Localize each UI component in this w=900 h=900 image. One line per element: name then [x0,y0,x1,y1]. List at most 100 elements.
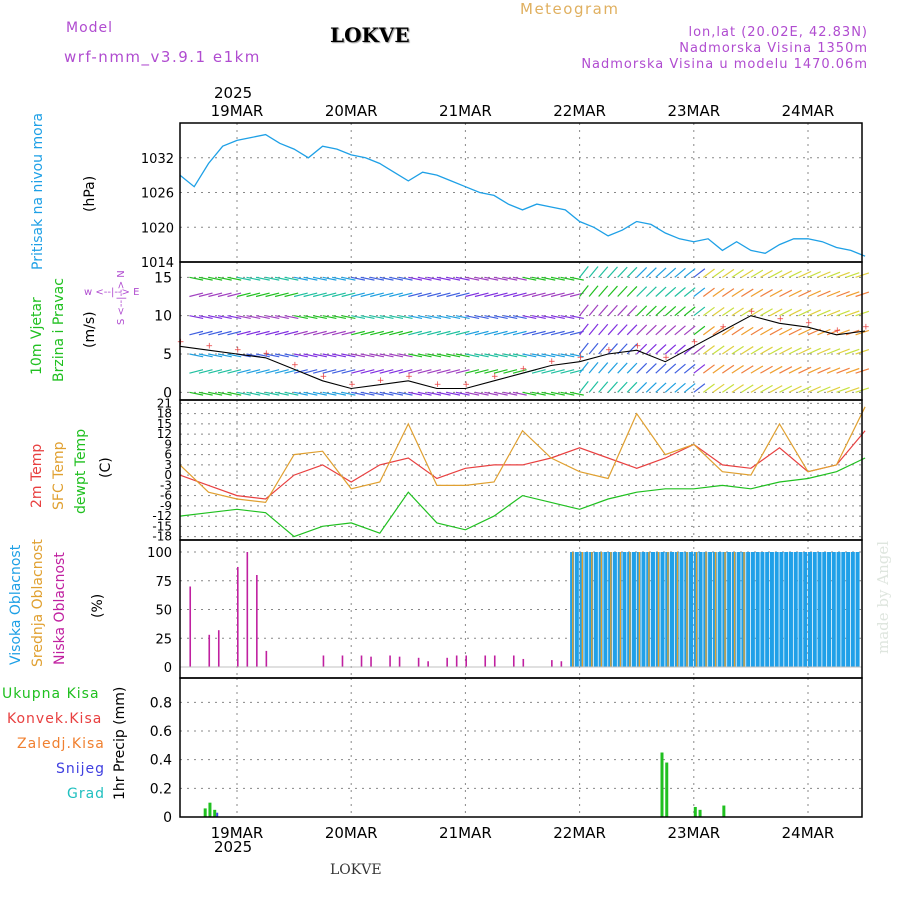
pressure-tick-label: 1014 [141,256,174,271]
wind-arrow [389,292,403,298]
wind-arrow [731,307,744,317]
wind-arrow [798,309,812,317]
cloud-mid-bar [676,552,679,667]
wind-arrow [512,353,527,358]
wind-arrow [779,347,793,355]
wind-arrow [512,276,527,281]
wind-arrow [674,306,686,317]
wind-arrow [836,367,850,374]
cloud-tick-label: 0 [164,661,172,676]
cloud-low-bar [455,655,458,667]
pressure-tick-label: 1026 [141,187,174,202]
wind-arrow [531,292,546,298]
wind-arrow [664,363,677,374]
wind-arrow [607,343,618,355]
wind-arrow [379,353,394,358]
wind-gust-marker: + [548,357,556,367]
cloud-high-bar [603,552,608,667]
wind-arrow [655,363,667,374]
cloud-tick-label: 25 [155,632,172,647]
wind-arrow [731,345,744,355]
wind-gust-marker: + [205,342,213,352]
wind-arrow [379,330,394,336]
wind-arrow [427,315,442,320]
wind-gust-marker: + [291,361,299,371]
wind-arrow [522,276,537,281]
wind-arrow [817,271,831,278]
wind-arrow [560,369,575,374]
wind-arrow [293,391,308,396]
wind-arrow [664,305,677,317]
cloud-high-bar [641,552,646,667]
wind-arrow [560,315,575,320]
wind-arrow [541,391,556,396]
cloud-mid-bar [657,552,660,667]
wind-arrow [198,391,213,396]
wind-arrow [198,369,213,374]
cloud-low-bar [493,655,496,667]
wind-arrow [683,363,696,374]
wind-arrow [474,369,489,374]
wind-arrow [427,292,442,298]
date-label-bottom: 21MAR [439,824,492,842]
wind-arrow [607,324,618,336]
temp-tick-label: 21 [157,396,172,410]
temp-tick-label: -9 [160,499,172,513]
wind-arrow [798,347,812,355]
wind-arrow [246,369,261,374]
wind-arrow [189,369,204,374]
wind-arrow [750,269,764,278]
cloud-high-bar [779,552,784,667]
cloud-mid-bar [600,552,603,667]
precip-legend-conv: Konvek.Kisa [7,711,103,727]
wind-gust-marker: + [691,338,699,348]
cloud-mid-bar [572,552,574,667]
wind-arrow [607,381,618,393]
wind-arrow [351,353,366,358]
wind-arrow [303,276,318,281]
wind-arrow [284,330,299,336]
wind-arrow [351,391,366,396]
wind-gust-marker: + [805,319,813,329]
wind-arrow [798,289,812,298]
wind-gust-marker: + [263,349,271,359]
pressure-tick-label: 1020 [141,221,174,236]
wind-arrow [313,353,327,358]
wind-arrow [189,353,204,358]
wind-arrow [303,353,318,358]
wind-arrow [541,315,556,320]
wind-arrow [274,391,289,396]
wind-arrow [817,290,831,298]
wind-arrow [550,315,565,320]
wind-arrow [607,304,618,317]
precip-bar [213,809,217,817]
wind-arrow [550,292,565,298]
cloud-high-bar [846,552,851,667]
wind-arrow [807,290,822,298]
cloud-low-bar [465,655,467,667]
wind-arrow [522,353,537,358]
wind-arrow [436,315,451,320]
wind-arrow [455,369,470,374]
wind-arrow [474,391,489,396]
wind-arrow [227,391,242,396]
wind-arrow [332,330,346,336]
cloud-low-bar [246,552,249,667]
wind-arrow [370,330,384,336]
model-label: Model [66,20,114,36]
wind-arrow [370,276,385,281]
wind-arrow [779,270,793,278]
wind-arrow [379,391,394,396]
wind-arrow [636,267,648,278]
wind-arrow [836,310,850,317]
wind-arrow [284,292,299,298]
cloud-high-bar [727,552,732,667]
wind-arrow [512,391,527,396]
wind-arrow [360,276,375,281]
wind-arrow [341,353,356,358]
wind-arrow [655,286,667,297]
wind-arrow [702,306,715,317]
wind-arrow [836,271,850,278]
wind-arrow [579,265,589,278]
wind-arrow [465,276,480,281]
